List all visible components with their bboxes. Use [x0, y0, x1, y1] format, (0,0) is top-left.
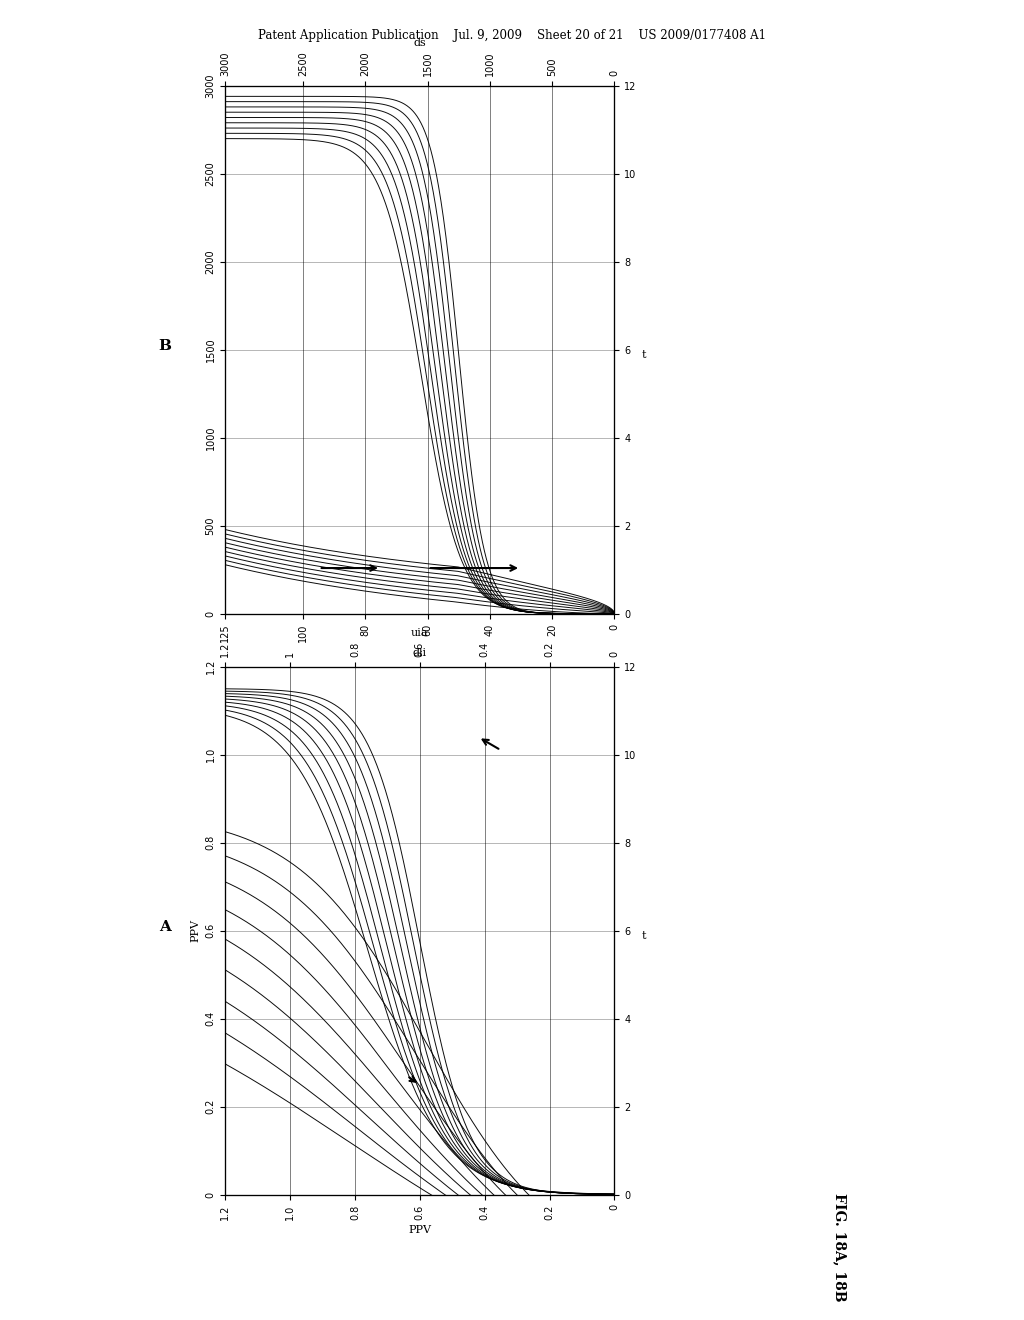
Text: B: B: [159, 339, 172, 352]
Y-axis label: t: t: [641, 350, 646, 360]
X-axis label: PPV: PPV: [409, 1225, 431, 1236]
X-axis label: uia: uia: [411, 628, 429, 638]
X-axis label: ds: ds: [414, 38, 426, 48]
X-axis label: dli: dli: [413, 648, 427, 657]
Text: FIG. 18A, 18B: FIG. 18A, 18B: [833, 1193, 847, 1302]
Y-axis label: t: t: [641, 931, 646, 941]
Y-axis label: PPV: PPV: [190, 919, 200, 942]
Text: A: A: [159, 920, 171, 933]
Text: Patent Application Publication    Jul. 9, 2009    Sheet 20 of 21    US 2009/0177: Patent Application Publication Jul. 9, 2…: [258, 29, 766, 42]
